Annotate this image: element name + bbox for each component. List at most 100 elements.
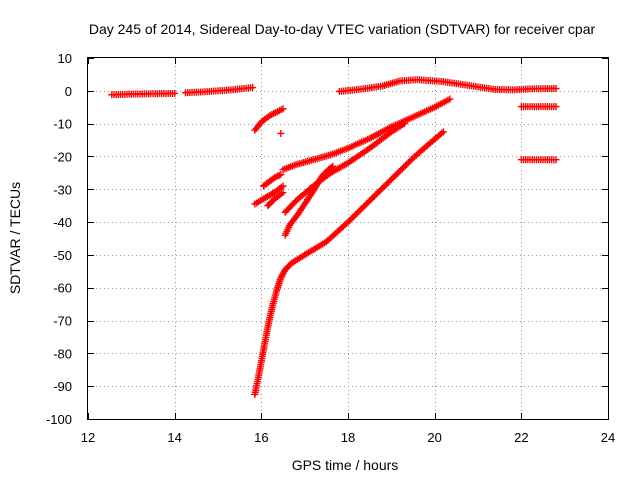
data-point [358, 204, 366, 212]
data-point [392, 171, 400, 179]
data-point [552, 103, 560, 111]
data-point [381, 182, 389, 190]
y-axis: 10 0 -10 -20 -30 -40 -50 -60 -70 -80 -90 -100 [46, 51, 608, 427]
data-point [438, 129, 446, 137]
data-point [249, 84, 257, 92]
data-series-segment [108, 89, 179, 99]
data-point [439, 128, 447, 136]
data-point [366, 197, 374, 205]
data-point [383, 180, 391, 188]
data-series-segment [517, 156, 560, 164]
data-point [400, 163, 408, 171]
data-point [380, 183, 388, 191]
data-point [398, 165, 406, 173]
data-points [108, 76, 560, 398]
data-series-segment [277, 129, 285, 137]
data-series-segment [251, 128, 447, 398]
y-tick-label: -30 [53, 182, 72, 197]
data-point [378, 185, 386, 193]
data-point [389, 174, 397, 182]
y-tick-label: -100 [46, 412, 72, 427]
data-point [356, 206, 364, 214]
data-point [390, 172, 398, 180]
plot-frame [87, 57, 609, 420]
data-point [406, 157, 414, 165]
data-series-segment [279, 95, 454, 174]
data-series-segment [251, 105, 287, 134]
data-series-segment [264, 189, 287, 210]
data-point [363, 200, 371, 208]
chart-title: Day 245 of 2014, Sidereal Day-to-day VTE… [89, 21, 596, 37]
data-point [277, 171, 285, 179]
x-tick-label: 16 [254, 430, 268, 445]
data-point [446, 95, 454, 103]
x-axis: 12 14 16 18 20 22 24 [81, 58, 615, 445]
data-point [347, 215, 355, 223]
x-tick-label: 18 [341, 430, 355, 445]
data-point [353, 209, 361, 217]
data-point [397, 166, 405, 174]
y-tick-label: 0 [65, 84, 72, 99]
data-point [344, 218, 352, 226]
y-tick-label: -40 [53, 215, 72, 230]
y-tick-label: -90 [53, 379, 72, 394]
data-point [171, 89, 179, 97]
data-point [277, 129, 285, 137]
x-tick-label: 14 [167, 430, 181, 445]
data-point [346, 217, 354, 225]
y-tick-label: -20 [53, 149, 72, 164]
data-point [364, 198, 372, 206]
data-point [377, 186, 384, 194]
data-point [279, 182, 287, 190]
data-point [403, 160, 411, 168]
x-axis-label: GPS time / hours [292, 457, 399, 473]
data-series-segment [281, 120, 408, 216]
data-point [384, 178, 392, 186]
data-point [387, 175, 395, 183]
data-point [372, 191, 380, 199]
data-series-segment [251, 182, 287, 208]
data-point [279, 105, 287, 113]
y-tick-label: -60 [53, 281, 72, 296]
data-point [367, 195, 375, 203]
y-tick-label: -80 [53, 346, 72, 361]
data-point [386, 177, 394, 185]
data-point [400, 120, 408, 128]
data-point [279, 189, 287, 197]
y-tick-label: -50 [53, 248, 72, 263]
data-point [349, 214, 357, 222]
data-point [350, 212, 358, 220]
data-series-segment [281, 162, 337, 239]
y-tick-label: -70 [53, 314, 72, 329]
data-point [355, 207, 363, 215]
data-point [275, 171, 283, 179]
y-tick-label: 10 [58, 51, 72, 66]
data-point [552, 85, 560, 93]
data-point [370, 192, 378, 200]
data-point [395, 168, 403, 176]
data-point [373, 189, 381, 197]
data-point [352, 210, 360, 218]
data-series-segment [517, 103, 560, 111]
x-tick-label: 12 [81, 430, 95, 445]
data-point [404, 159, 412, 167]
data-point [359, 203, 367, 211]
x-tick-label: 20 [427, 430, 441, 445]
grid-lines [88, 58, 608, 419]
data-point [552, 156, 560, 164]
data-series-segment [335, 76, 560, 95]
y-axis-label: SDTVAR / TECUs [7, 182, 23, 294]
data-point [394, 169, 402, 177]
data-point [401, 162, 409, 170]
x-tick-label: 22 [514, 430, 528, 445]
data-point [375, 188, 383, 196]
data-point [327, 163, 335, 171]
y-tick-label: -10 [53, 117, 72, 132]
data-point [329, 162, 337, 170]
data-point [361, 201, 369, 209]
data-point [369, 194, 377, 202]
x-tick-label: 24 [601, 430, 615, 445]
data-series-segment [182, 84, 257, 97]
data-series-segment [260, 171, 285, 190]
